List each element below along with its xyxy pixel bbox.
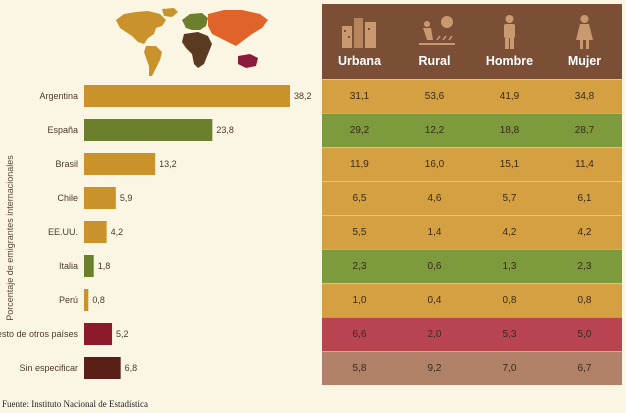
table-cell: 0,8 xyxy=(577,295,592,306)
table-cell: 11,9 xyxy=(350,159,369,170)
table-cell: 29,2 xyxy=(349,125,370,136)
greenland-shape xyxy=(162,8,178,17)
category-label: Argentina xyxy=(39,91,78,101)
table-row: 31,1 53,6 41,9 34,8 xyxy=(322,79,622,113)
table-cell: 1,3 xyxy=(502,261,517,272)
table-cell: 11,4 xyxy=(575,159,594,170)
table-cell: 6,5 xyxy=(352,193,367,204)
asia-shape xyxy=(208,10,268,46)
bar xyxy=(84,255,94,277)
category-label: España xyxy=(47,125,78,135)
bar xyxy=(84,221,107,243)
category-label: Sin especificar xyxy=(19,363,78,373)
y-axis-label-container: Porcentaje de emigrantes internacionales xyxy=(0,88,20,388)
table-cell: 2,3 xyxy=(352,261,367,272)
table-cell: 6,1 xyxy=(577,193,592,204)
value-label: 0,8 xyxy=(92,295,105,305)
source-note: Fuente: Instituto Nacional de Estadístic… xyxy=(2,399,148,409)
table-row: 6,5 4,6 5,7 6,1 xyxy=(322,181,622,215)
table-cell: 5,8 xyxy=(352,363,367,374)
table-cell: 18,8 xyxy=(499,125,520,136)
table-row: 29,2 12,2 18,8 28,7 xyxy=(322,113,622,147)
bar xyxy=(84,187,116,209)
header-label: Hombre xyxy=(485,54,534,68)
value-label: 5,9 xyxy=(120,193,133,203)
man-icon xyxy=(504,15,515,49)
farmer-icon xyxy=(419,16,455,45)
header-cell: Rural xyxy=(397,4,472,79)
value-label: 1,8 xyxy=(98,261,111,271)
table-cell: 4,2 xyxy=(577,227,592,238)
table-cell: 7,0 xyxy=(502,363,517,374)
bar xyxy=(84,323,113,345)
table-cell: 9,2 xyxy=(427,363,442,374)
category-label: Perú xyxy=(59,295,78,305)
table-cell: 4,6 xyxy=(427,193,442,204)
table-row: 2,3 0,6 1,3 2,3 xyxy=(322,249,622,283)
table-cell: 0,8 xyxy=(502,295,517,306)
table-row: 5,5 1,4 4,2 4,2 xyxy=(322,215,622,249)
table-cell: 16,0 xyxy=(424,159,445,170)
woman-icon xyxy=(576,15,593,49)
header-cell: Mujer xyxy=(547,4,622,79)
table-row: 5,8 9,2 7,0 6,7 xyxy=(322,351,622,385)
category-label: Chile xyxy=(57,193,78,203)
table-cell: 53,6 xyxy=(424,91,445,102)
table-row: 1,0 0,4 0,8 0,8 xyxy=(322,283,622,317)
bar xyxy=(84,85,290,107)
value-label: 5,2 xyxy=(116,329,129,339)
table-row: 6,6 2,0 5,3 5,0 xyxy=(322,317,622,351)
bar-chart: Argentina 38,2 España 23,8 Brasil 13,2 Chile 5,… xyxy=(0,85,312,379)
category-label: Italia xyxy=(59,261,78,271)
south-america-shape xyxy=(144,46,162,76)
table-cell: 6,6 xyxy=(352,329,367,340)
header-label: Mujer xyxy=(567,54,602,68)
table-cell: 2,0 xyxy=(427,329,442,340)
category-label: Resto de otros países xyxy=(0,329,78,339)
breakdown-table: Urbana Rural Hombre Mujer 31,1 53,6 41,9 34,8 2… xyxy=(322,4,622,390)
category-label: Brasil xyxy=(55,159,78,169)
table-cell: 2,3 xyxy=(577,261,592,272)
table-cell: 28,7 xyxy=(574,125,595,136)
value-label: 4,2 xyxy=(111,227,124,237)
category-label: EE.UU. xyxy=(48,227,78,237)
header-label: Rural xyxy=(418,54,451,68)
table-cell: 0,4 xyxy=(427,295,442,306)
bar xyxy=(84,289,89,311)
table-cell: 1,0 xyxy=(352,295,367,306)
table-cell: 34,8 xyxy=(574,91,595,102)
table-cell: 41,9 xyxy=(499,91,520,102)
north-america-shape xyxy=(116,11,166,44)
bar xyxy=(84,153,156,175)
header-cell: Urbana xyxy=(322,4,397,79)
header-cell: Hombre xyxy=(472,4,547,79)
value-label: 38,2 xyxy=(294,91,312,101)
value-label: 23,8 xyxy=(216,125,234,135)
table-cell: 0,6 xyxy=(427,261,442,272)
table-cell: 5,7 xyxy=(502,193,517,204)
table-row: 11,9 16,0 15,1 11,4 xyxy=(322,147,622,181)
value-label: 13,2 xyxy=(159,159,177,169)
table-cell: 12,2 xyxy=(424,125,445,136)
table-cell: 6,7 xyxy=(577,363,592,374)
bar xyxy=(84,357,121,379)
table-cell: 5,5 xyxy=(352,227,367,238)
y-axis-label: Porcentaje de emigrantes internacionales xyxy=(5,155,15,321)
table-cell: 1,4 xyxy=(427,227,442,238)
oceania-shape xyxy=(238,54,258,68)
table-cell: 5,3 xyxy=(502,329,517,340)
table-cell: 5,0 xyxy=(577,329,592,340)
city-icon xyxy=(342,18,376,48)
value-label: 6,8 xyxy=(125,363,138,373)
world-map-icon xyxy=(116,8,268,76)
table-cell: 4,2 xyxy=(502,227,517,238)
europe-shape xyxy=(182,13,208,30)
bar xyxy=(84,119,213,141)
table-cell: 15,1 xyxy=(499,159,520,170)
table-cell: 31,1 xyxy=(349,91,370,102)
header-label: Urbana xyxy=(337,54,382,68)
africa-shape xyxy=(182,32,212,68)
table-header: Urbana Rural Hombre Mujer xyxy=(322,4,622,79)
